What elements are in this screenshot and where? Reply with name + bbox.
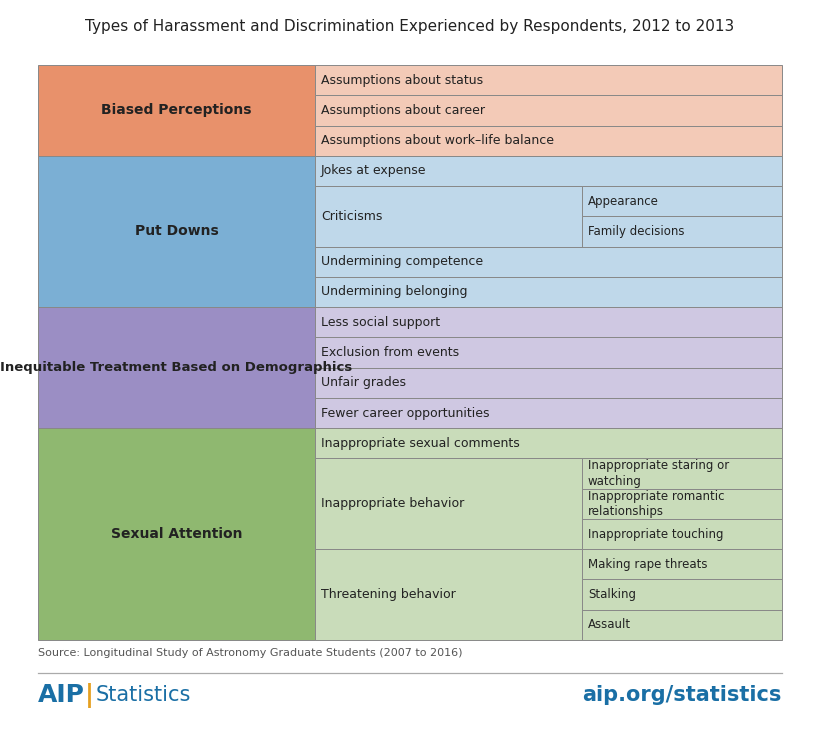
Bar [314,307,781,337]
Bar [314,65,781,95]
Text: aip.org/statistics: aip.org/statistics [582,685,781,705]
Text: Assumptions about status: Assumptions about status [320,74,482,86]
Bar [38,428,314,640]
Bar [38,156,314,307]
Text: Source: Longitudinal Study of Astronomy Graduate Students (2007 to 2016): Source: Longitudinal Study of Astronomy … [38,648,462,658]
Text: Making rape threats: Making rape threats [587,558,707,571]
Bar [314,95,781,125]
Text: Sexual Attention: Sexual Attention [111,527,242,541]
Text: Inappropriate touching: Inappropriate touching [587,527,722,541]
Bar [314,337,781,367]
Bar [581,609,781,640]
Text: Exclusion from events: Exclusion from events [320,346,459,359]
Bar [581,489,781,519]
Text: Inappropriate staring or
watching: Inappropriate staring or watching [587,460,728,488]
Bar [314,277,781,307]
Text: Appearance: Appearance [587,194,658,208]
Bar [38,307,314,428]
Text: Family decisions: Family decisions [587,225,684,238]
Bar [314,398,781,428]
Bar [581,458,781,489]
Bar [581,580,781,609]
Text: Criticisms: Criticisms [320,210,382,223]
Text: Inappropriate romantic
relationships: Inappropriate romantic relationships [587,489,724,518]
Text: Assault: Assault [587,618,631,631]
Bar [314,186,581,247]
Text: Stalking: Stalking [587,588,636,601]
Text: Inappropriate sexual comments: Inappropriate sexual comments [320,437,519,450]
Text: Threatening behavior: Threatening behavior [320,588,455,601]
Text: Statistics: Statistics [96,685,191,705]
Bar [314,549,581,640]
Bar [38,65,314,156]
Bar [581,549,781,580]
Text: Types of Harassment and Discrimination Experienced by Respondents, 2012 to 2013: Types of Harassment and Discrimination E… [85,19,734,34]
Text: Fewer career opportunities: Fewer career opportunities [320,407,489,419]
Bar [581,216,781,247]
Bar [581,519,781,549]
Bar [314,367,781,398]
Text: Biased Perceptions: Biased Perceptions [101,104,251,118]
Text: Inequitable Treatment Based on Demographics: Inequitable Treatment Based on Demograph… [0,361,352,374]
Text: Put Downs: Put Downs [134,224,218,238]
Text: Inappropriate behavior: Inappropriate behavior [320,498,464,510]
Text: Assumptions about work–life balance: Assumptions about work–life balance [320,134,554,148]
Text: Assumptions about career: Assumptions about career [320,104,484,117]
Bar [314,428,781,458]
Bar [314,247,781,277]
Text: Undermining competence: Undermining competence [320,256,482,268]
Text: |: | [85,682,94,708]
Text: Less social support: Less social support [320,316,440,329]
Bar [314,125,781,156]
Bar [314,458,581,549]
Text: Jokes at expense: Jokes at expense [320,165,426,177]
Text: AIP: AIP [38,683,85,707]
Bar [314,156,781,186]
Bar [581,186,781,216]
Text: Unfair grades: Unfair grades [320,376,405,390]
Text: Undermining belonging: Undermining belonging [320,285,467,299]
